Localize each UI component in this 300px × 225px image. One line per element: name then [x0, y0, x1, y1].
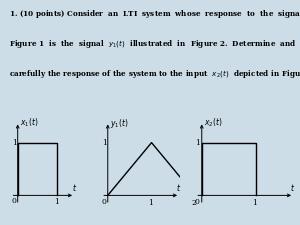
Text: $x_1(t)$: $x_1(t)$: [20, 117, 38, 129]
Text: 0: 0: [102, 198, 106, 206]
Text: Figure 1  is  the  signal  $y_1(t)$  illustrated  in  Figure 2.  Determine  and : Figure 1 is the signal $y_1(t)$ illustra…: [9, 38, 300, 50]
Text: 2: 2: [192, 199, 197, 207]
Text: 1: 1: [252, 199, 256, 207]
Text: $t$: $t$: [72, 182, 77, 193]
Text: $t$: $t$: [290, 182, 295, 193]
Text: 1: 1: [54, 198, 59, 206]
Text: 1: 1: [195, 139, 200, 147]
Text: $t$: $t$: [176, 182, 182, 193]
Text: 0: 0: [12, 197, 16, 205]
Text: 1: 1: [102, 139, 106, 147]
Text: 1. (10 points) Consider  an  LTI  system  whose  response  to  the  signal  $x_1: 1. (10 points) Consider an LTI system wh…: [9, 8, 300, 20]
Text: $y_1(t)$: $y_1(t)$: [110, 117, 128, 130]
Text: $x_2(t)$: $x_2(t)$: [204, 117, 223, 129]
Text: carefully the response of the system to the input  $x_2(t)$  depicted in Figure : carefully the response of the system to …: [9, 68, 300, 80]
Text: 1: 1: [148, 199, 153, 207]
Text: 0: 0: [195, 198, 200, 206]
Text: 1: 1: [12, 139, 16, 147]
